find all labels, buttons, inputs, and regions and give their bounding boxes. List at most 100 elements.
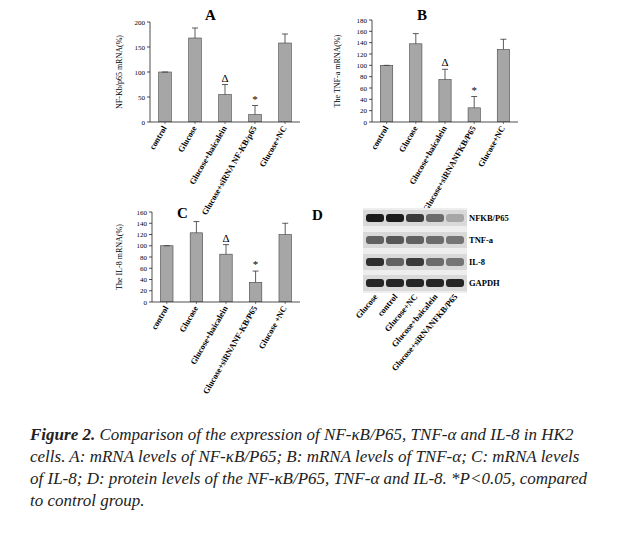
x-tick	[196, 302, 197, 304]
x-tick-label: Glucose	[177, 304, 200, 334]
y-tick	[369, 31, 372, 32]
error-cap	[223, 244, 229, 245]
x-tick	[225, 122, 226, 124]
y-tick-label: 20	[140, 287, 148, 295]
error-line	[445, 69, 446, 79]
bar	[220, 254, 232, 302]
error-bar	[253, 271, 259, 282]
y-tick	[147, 47, 150, 48]
y-tick	[149, 234, 152, 235]
error-cap	[222, 84, 228, 85]
y-tick-label: 40	[140, 276, 148, 284]
error-bar	[282, 223, 288, 234]
bars	[380, 34, 509, 122]
y-tick-label: 160	[357, 28, 368, 36]
error-bar	[193, 222, 199, 233]
error-cap	[500, 39, 506, 40]
x-tick	[255, 302, 256, 304]
bar	[159, 72, 172, 122]
y-tick	[369, 42, 372, 43]
y-tick-label: 60	[140, 265, 148, 273]
y-tick	[149, 268, 152, 269]
x-tick	[386, 122, 387, 124]
annotation: *	[253, 258, 259, 270]
bar	[468, 108, 480, 122]
y-tick-label: 160	[137, 209, 148, 217]
y-tick	[369, 54, 372, 55]
x-tick-label: control	[147, 123, 169, 151]
blot-strip	[363, 232, 467, 248]
y-tick	[369, 122, 372, 123]
error-cap	[252, 105, 258, 106]
y-tick-label: 140	[137, 220, 148, 228]
x-tick	[226, 302, 227, 304]
blot-strip	[363, 210, 467, 226]
y-tick-label: 100	[135, 69, 146, 77]
x-tick	[255, 122, 256, 124]
y-tick-label: 200	[135, 19, 146, 27]
error-cap	[471, 96, 477, 97]
y-tick	[149, 279, 152, 280]
y-tick-label: 80	[140, 254, 148, 262]
panel-label: A	[205, 7, 216, 23]
x-tick	[415, 122, 416, 124]
blot-row-label: TNF-a	[469, 235, 494, 245]
error-cap	[282, 34, 288, 35]
bars	[161, 222, 292, 302]
blot-band	[426, 214, 444, 222]
y-tick	[147, 122, 150, 123]
error-bar	[164, 245, 170, 246]
x-tick-label: Glucose+siRNA NF-KB/p65	[199, 124, 258, 217]
x-tick	[166, 302, 167, 304]
error-line	[225, 85, 226, 95]
chart-0: ANF-Kb/p65 mRNA(%)Δ*050100150200controlG…	[115, 7, 300, 217]
chart-1: BThe TNF-a mRNA(%)Δ*02040608010012014016…	[333, 7, 518, 213]
bar	[249, 282, 261, 302]
blot-band	[386, 236, 404, 244]
error-line	[226, 245, 227, 255]
error-line	[503, 39, 504, 49]
y-axis-label: The TNF-a mRNA(%)	[333, 34, 342, 107]
y-tick-label: 120	[137, 231, 148, 239]
y-tick	[149, 290, 152, 291]
y-tick	[369, 20, 372, 21]
bar	[279, 43, 292, 122]
y-tick-label: 0	[142, 119, 146, 127]
y-axis	[372, 20, 373, 122]
error-bar	[222, 85, 228, 95]
bar	[380, 65, 392, 122]
blot-lane-label: Glucose+siRNANFKB/P65	[389, 292, 459, 373]
bar	[497, 49, 509, 122]
blot-band	[426, 258, 444, 266]
y-tick-label: 150	[135, 44, 146, 52]
error-bar	[500, 39, 506, 49]
error-line	[285, 223, 286, 234]
y-axis-label: NF-Kb/p65 mRNA(%)	[115, 35, 124, 109]
blot-band	[406, 279, 424, 287]
annotation: Δ	[222, 232, 229, 244]
caption-text: Comparison of the expression of NF-κB/P6…	[30, 425, 587, 510]
y-tick	[369, 65, 372, 66]
y-tick	[149, 302, 152, 303]
error-bar	[223, 245, 229, 255]
blot-band	[406, 214, 424, 222]
bar	[189, 38, 202, 122]
y-tick	[149, 245, 152, 246]
error-line	[415, 34, 416, 44]
x-tick-label: control	[369, 123, 391, 151]
x-tick-label: control	[149, 303, 171, 331]
x-tick	[285, 122, 286, 124]
y-tick-label: 40	[360, 96, 368, 104]
y-tick-label: 140	[357, 39, 368, 47]
y-axis-label: The IL-8 mRNA(%)	[115, 224, 124, 290]
x-tick-label: Glucose+siRNANF-KB/P65	[201, 304, 260, 396]
blot-band	[366, 279, 384, 287]
x-tick-label: Glucose +NC	[256, 304, 289, 351]
y-tick-label: 0	[144, 299, 148, 307]
annotation: *	[252, 93, 258, 105]
bar	[161, 246, 173, 302]
blot-band	[446, 236, 464, 244]
x-tick	[445, 122, 446, 124]
x-tick-label: Glucose+siRNANFKB/P65	[421, 124, 478, 213]
y-tick-label: 50	[138, 94, 146, 102]
